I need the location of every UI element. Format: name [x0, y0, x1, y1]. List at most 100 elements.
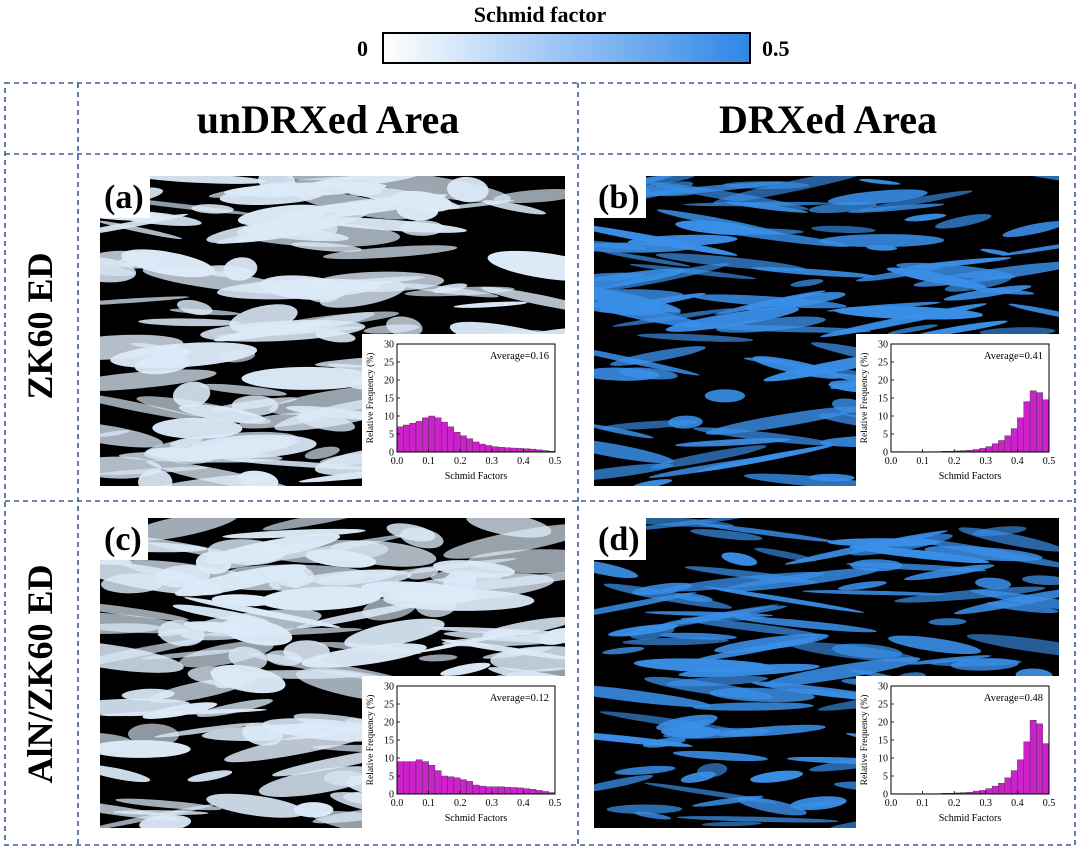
histogram-bar — [409, 761, 417, 795]
x-tick-label: 0.4 — [517, 456, 530, 467]
grain-region — [832, 643, 903, 659]
y-tick-label: 25 — [384, 700, 394, 711]
grain-region — [912, 537, 1059, 569]
grain-region — [904, 213, 947, 222]
x-tick-label: 0.1 — [916, 456, 929, 467]
histogram-bar — [459, 779, 467, 795]
grain-region — [293, 802, 334, 818]
column-header-undrxed: unDRXed Area — [196, 97, 460, 142]
grain-region — [594, 592, 697, 623]
y-axis-label: Relative Frequency (%) — [365, 695, 376, 786]
x-tick-label: 0.4 — [1011, 798, 1024, 809]
grain-region — [449, 570, 565, 592]
grain-region — [594, 300, 663, 316]
ebsd-map-panel-c: (c) 0 5 10 15 20 25 30 0.0 0.1 0.2 0.3 0.4 0.5 Schmid… — [100, 518, 565, 828]
grain-region — [128, 723, 179, 746]
grain-region — [674, 593, 713, 602]
grain-region — [594, 223, 738, 256]
grain-region — [100, 796, 181, 821]
average-annotation: Average=0.16 — [490, 351, 549, 362]
y-tick-label: 15 — [878, 736, 888, 747]
grain-region — [100, 640, 184, 673]
y-tick-label: 15 — [878, 394, 888, 405]
grain-region — [705, 406, 861, 435]
histogram-bar — [428, 415, 436, 453]
x-tick-label: 0.0 — [391, 798, 404, 809]
grain-region — [301, 643, 427, 668]
grain-region — [701, 821, 762, 827]
grain-region — [169, 437, 203, 447]
histogram-bar — [985, 788, 993, 795]
grain-region — [751, 266, 876, 278]
grain-region — [802, 590, 946, 596]
grain-region — [629, 264, 757, 280]
grain-region — [123, 559, 281, 591]
histogram-bar — [1004, 435, 1012, 453]
grain-region — [697, 763, 728, 778]
ebsd-map-panel-a: (a) 0 5 10 15 20 25 30 0.0 0.1 0.2 0.3 0.4 0.5 Schmid… — [100, 176, 565, 486]
grain-region — [210, 664, 286, 694]
grain-region — [344, 618, 445, 649]
x-tick-label: 0.0 — [391, 456, 404, 467]
grain-region — [115, 798, 222, 811]
grain-region — [151, 347, 192, 358]
y-tick-label: 30 — [878, 682, 888, 693]
grain-region — [121, 688, 175, 701]
grain-region — [157, 628, 188, 637]
grain-region — [319, 280, 406, 308]
grain-region — [594, 683, 711, 708]
y-tick-label: 5 — [389, 430, 394, 441]
grain-region — [100, 421, 164, 448]
histogram-bar — [396, 761, 404, 795]
y-tick-label: 15 — [384, 394, 394, 405]
histogram-bar — [529, 789, 537, 795]
x-tick-label: 0.2 — [948, 798, 961, 809]
grain-region — [633, 658, 777, 673]
histogram-bar — [523, 788, 530, 795]
histogram-bar — [979, 448, 987, 453]
grain-region — [717, 724, 826, 737]
histogram-bar — [422, 417, 429, 453]
average-annotation: Average=0.41 — [984, 351, 1043, 362]
grain-region — [146, 447, 219, 460]
histogram-bar — [1042, 743, 1050, 795]
grain-region — [594, 775, 654, 793]
histogram-b: 0 5 10 15 20 25 30 0.0 0.1 0.2 0.3 0.4 0.5 Schmid Fac… — [859, 340, 1055, 483]
histogram-bar — [991, 785, 999, 795]
grain-region — [101, 573, 165, 594]
histogram-bar — [422, 761, 429, 795]
grain-region — [487, 250, 565, 282]
grain-region — [656, 209, 784, 235]
grain-region — [725, 201, 809, 213]
grain-region — [443, 523, 565, 559]
x-tick-label: 0.1 — [422, 456, 435, 467]
grain-region — [594, 238, 646, 250]
histogram-bar — [979, 790, 987, 795]
x-axis-label: Schmid Factors — [939, 813, 1002, 824]
histogram-bar — [1029, 720, 1037, 795]
grain-region — [258, 176, 296, 194]
grain-region — [907, 655, 992, 665]
grain-region — [482, 200, 546, 215]
y-tick-label: 30 — [878, 340, 888, 351]
grain-region — [1002, 221, 1059, 238]
grain-region — [400, 220, 444, 236]
grain-region — [632, 479, 673, 486]
panel-label-c: (c) — [100, 518, 148, 560]
grain-region — [100, 764, 151, 783]
histogram-c: 0 5 10 15 20 25 30 0.0 0.1 0.2 0.3 0.4 0.5 Schmid Fac… — [365, 682, 561, 825]
grain-region — [594, 463, 674, 482]
grain-region — [124, 518, 239, 542]
grain-region — [594, 272, 645, 282]
grain-region — [979, 327, 1056, 337]
grain-region — [304, 446, 340, 460]
histogram-bar — [434, 770, 442, 795]
histogram-bar — [466, 438, 474, 453]
grain-region — [958, 527, 1059, 552]
grain-region — [655, 253, 807, 271]
grain-region — [649, 445, 767, 469]
grain-region — [784, 530, 948, 565]
grain-region — [453, 301, 528, 308]
grain-region — [100, 391, 208, 422]
grain-region — [894, 586, 1046, 603]
